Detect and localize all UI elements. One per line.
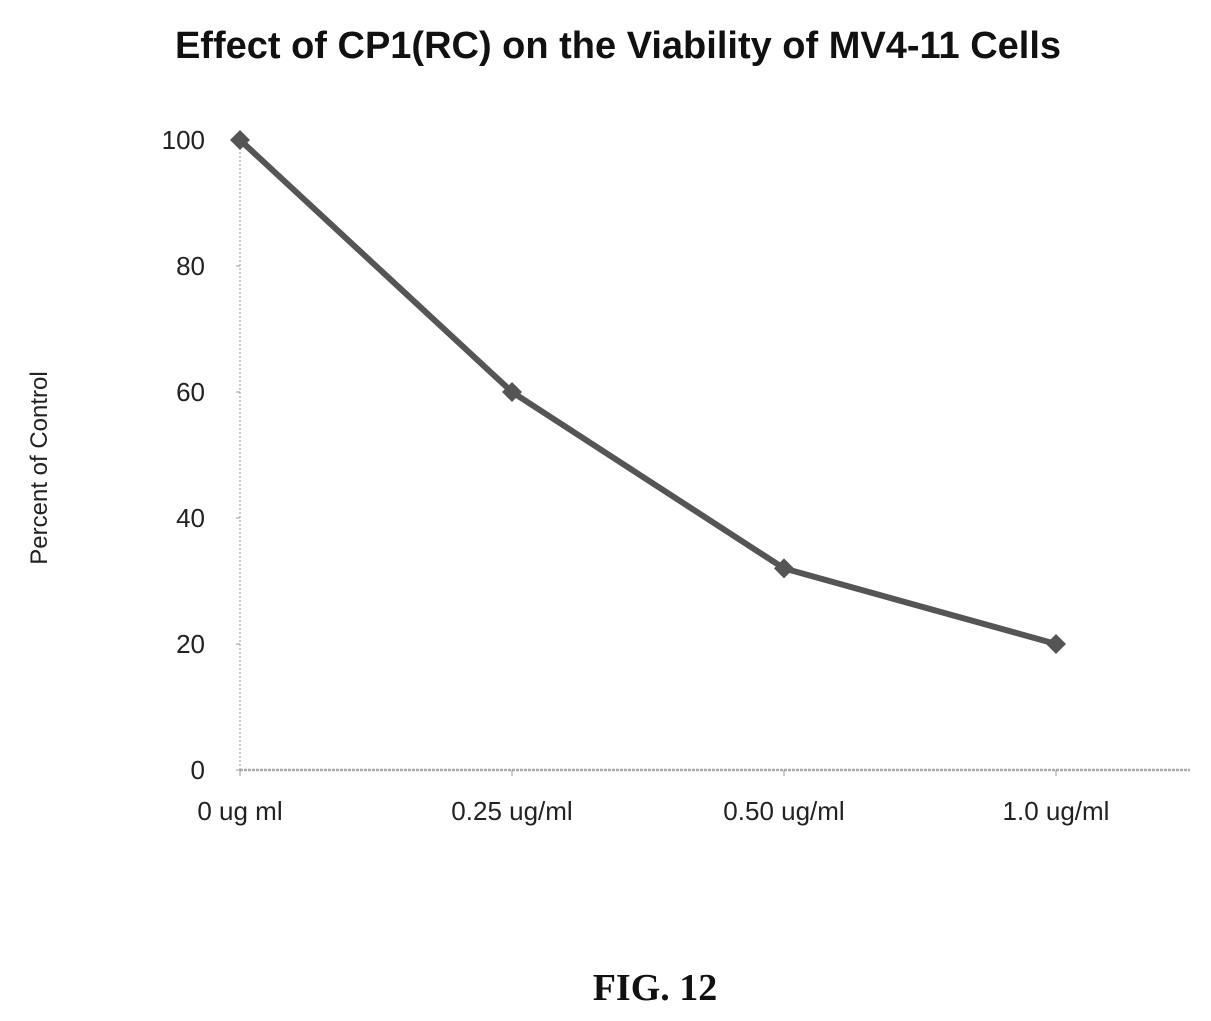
y-axis-label: Percent of Control — [26, 371, 53, 564]
series-line — [240, 140, 1056, 644]
x-tick-label: 0 ug ml — [197, 796, 282, 826]
y-tick-label: 20 — [176, 629, 205, 659]
y-tick-label: 80 — [176, 251, 205, 281]
x-tick-label: 0.50 ug/ml — [723, 796, 844, 826]
figure-label: FIG. 12 — [593, 967, 718, 1009]
y-tick-label: 100 — [162, 125, 205, 155]
chart-title: Effect of CP1(RC) on the Viability of MV… — [175, 25, 1061, 67]
y-tick-label: 60 — [176, 377, 205, 407]
y-tick-label: 40 — [176, 503, 205, 533]
data-point-marker — [1046, 634, 1066, 654]
y-tick-label: 0 — [191, 755, 205, 785]
x-tick-label: 0.25 ug/ml — [451, 796, 572, 826]
x-tick-label: 1.0 ug/ml — [1003, 796, 1110, 826]
